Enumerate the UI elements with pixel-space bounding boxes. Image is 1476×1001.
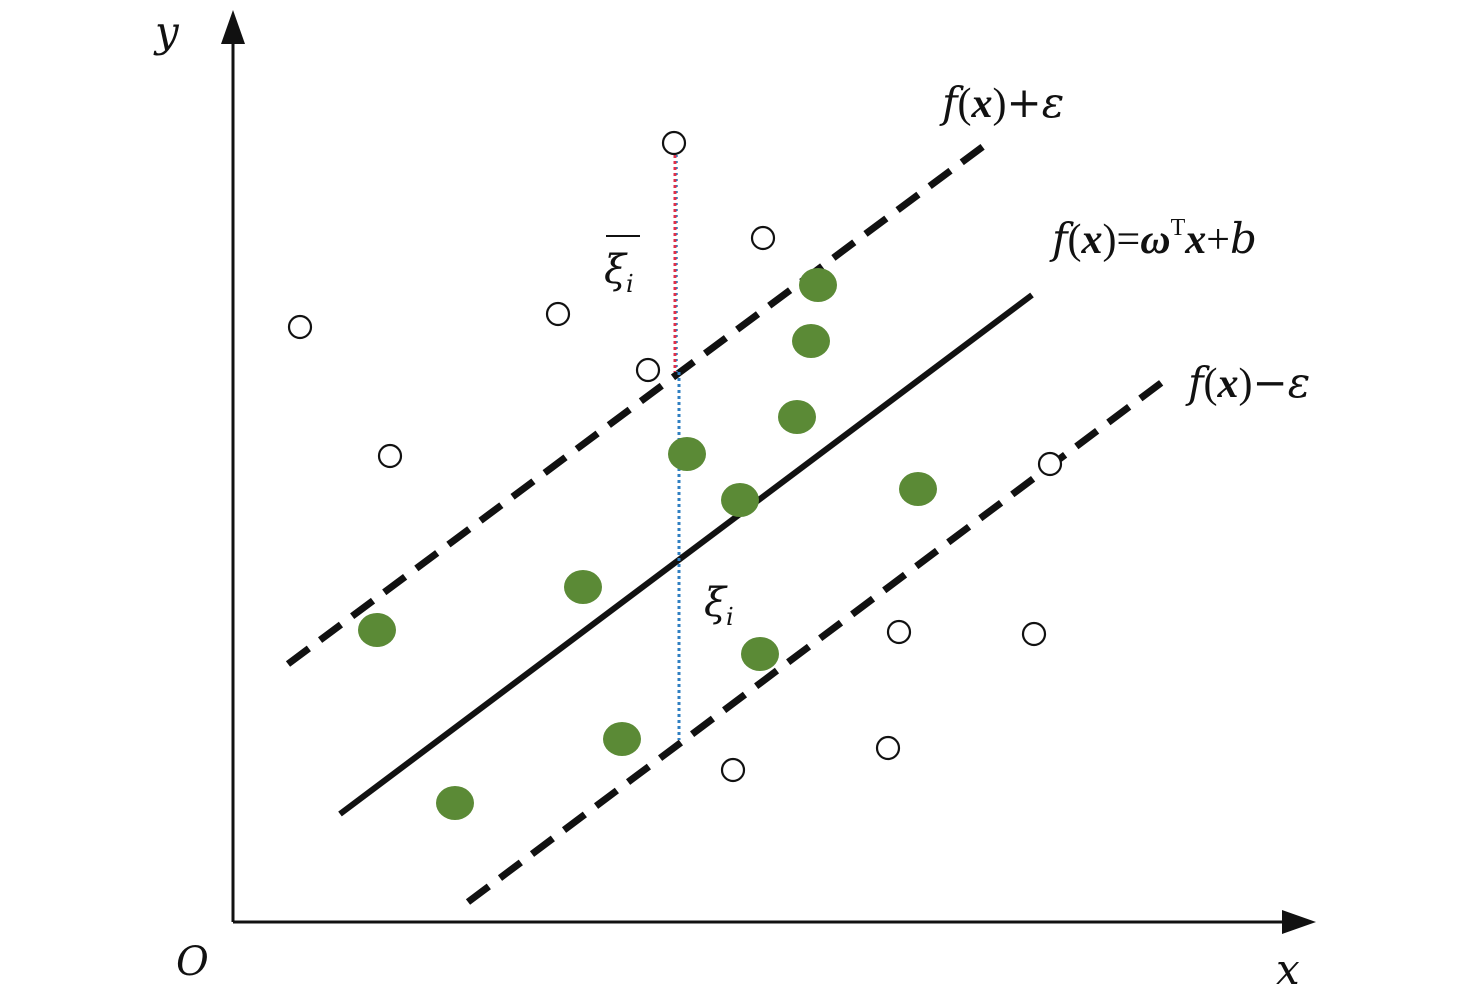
inside-point [668, 437, 706, 471]
outlier-point [661, 130, 687, 156]
x-axis-arrowhead [1282, 910, 1316, 934]
inside-points [358, 268, 937, 820]
inside-point [799, 268, 837, 302]
axes [221, 10, 1316, 934]
outlier-point [1037, 451, 1063, 477]
slack-indicators [673, 155, 681, 740]
x-axis-label: x [1276, 945, 1300, 994]
xi-bar-symbol: ξ [604, 247, 628, 293]
inside-point [792, 324, 830, 358]
y-axis-arrowhead [221, 10, 245, 44]
regression-label: f(x)=ωTx+b [1049, 214, 1257, 263]
inside-point [778, 400, 816, 434]
xi-label: ξ i [704, 580, 734, 631]
lower-boundary-label: f(x)−ε [1185, 358, 1310, 407]
inside-point [603, 722, 641, 756]
outlier-point [886, 619, 912, 645]
regression-line [338, 292, 1034, 817]
xi-subscript: i [726, 603, 734, 631]
y-axis-label: y [153, 7, 180, 56]
outlier-point [750, 225, 776, 251]
inside-point [564, 570, 602, 604]
outlier-point [720, 757, 746, 783]
regression-lines [285, 142, 1168, 905]
upper-boundary-line [285, 142, 988, 667]
inside-point [721, 483, 759, 517]
origin-label: O [176, 939, 209, 985]
xi-bar-label: ξ i [604, 235, 640, 298]
outlier-point [1021, 621, 1047, 647]
outlier-point [635, 357, 661, 383]
outlier-point [377, 443, 403, 469]
xi-bar-subscript: i [626, 270, 634, 298]
outlier-point [875, 735, 901, 761]
inside-point [358, 613, 396, 647]
inside-point [741, 637, 779, 671]
outlier-points [287, 130, 1063, 783]
xi-symbol: ξ [704, 580, 728, 626]
outlier-point [287, 314, 313, 340]
inside-point [436, 786, 474, 820]
upper-boundary-label: f(x)+ε [939, 78, 1064, 127]
inside-point [899, 472, 937, 506]
outlier-point [545, 301, 571, 327]
